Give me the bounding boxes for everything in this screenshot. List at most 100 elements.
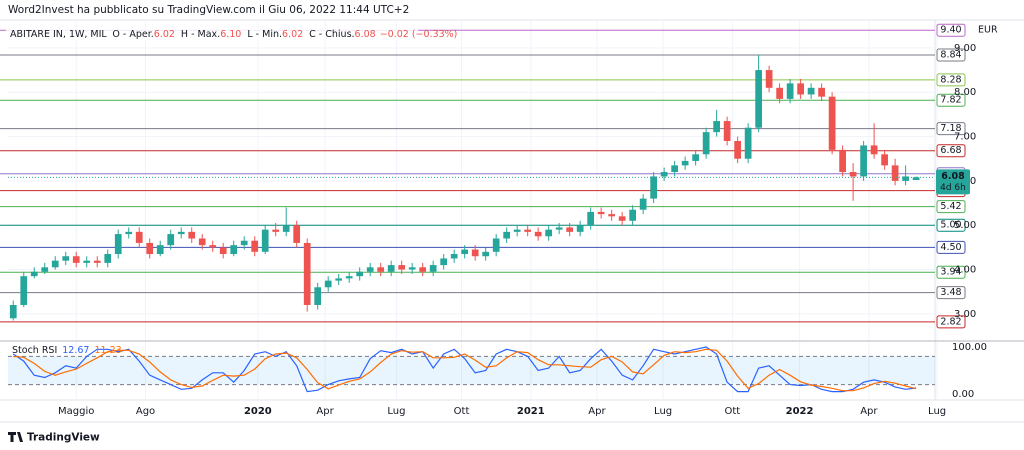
candle-body (471, 249, 479, 257)
candle-body (440, 258, 448, 266)
candle-body (398, 265, 406, 270)
level-label-box (936, 73, 966, 87)
candle-body (765, 70, 773, 88)
x-tick-label: Maggio (58, 406, 94, 417)
last-price: 6.08 (941, 171, 965, 182)
x-tick-label: Lug (654, 406, 672, 417)
candle-body (93, 260, 101, 263)
currency: EUR (978, 25, 998, 36)
candle-body (419, 267, 427, 272)
level-label-box (936, 315, 966, 329)
stoch-tick-label: 100.00 (952, 342, 987, 353)
x-tick-label: Apr (588, 406, 606, 417)
candle-body (261, 229, 269, 252)
ohlc-label: C - Chius. (309, 29, 354, 40)
tv-logo: TradingView (8, 432, 100, 444)
ohlc-value: 6.08 (355, 29, 376, 40)
y-tick-label: 3.00 (954, 309, 976, 320)
level-label-box (936, 48, 966, 62)
level-label: 9.40 (940, 25, 961, 36)
level-label: 3.48 (940, 287, 961, 298)
symbol-legend: ABITARE IN, 1W, MIL O - Aper.6.02 H - Max.… (10, 29, 457, 40)
candle-body (482, 251, 490, 257)
candle-body (776, 87, 783, 99)
level-label: 5.42 (940, 201, 961, 212)
level-label-box (936, 93, 966, 107)
level-label: 5.00 (940, 220, 961, 231)
y-tick-label: 7.00 (954, 132, 976, 143)
candle-body (324, 280, 332, 288)
stoch-line (13, 348, 917, 392)
candle-body (429, 265, 437, 272)
candle-body (755, 70, 762, 128)
level-label: 3.94 (940, 267, 961, 278)
candle-body (293, 225, 301, 243)
ohlc-label: O - Aper. (112, 29, 153, 40)
candle-body (681, 160, 689, 166)
candle-body (723, 121, 731, 141)
candle-body (828, 96, 836, 150)
candle-body (209, 245, 217, 248)
level-label-box (936, 23, 966, 37)
candle-body (566, 227, 574, 232)
y-tick-label: 8.00 (954, 87, 976, 98)
candle-body (167, 234, 175, 246)
countdown: 4d 6h (940, 183, 966, 193)
candle-body (660, 172, 668, 177)
candle-body (807, 87, 815, 95)
candle-body (513, 229, 521, 232)
level-label: 8.28 (940, 74, 961, 85)
x-tick-label: Ott (725, 406, 741, 417)
stoch-value: 11.23 (94, 345, 121, 356)
candle-body (188, 231, 196, 239)
candle-body (702, 132, 710, 155)
candle-body (303, 242, 311, 305)
x-tick-label: Ott (454, 406, 470, 417)
symbol: ABITARE IN, 1W, MIL (10, 29, 107, 40)
candle-body (51, 260, 59, 268)
candle-body (839, 149, 846, 173)
level-label-box (936, 240, 966, 254)
candle-body (576, 225, 584, 232)
candle-body (356, 271, 364, 277)
stoch-pane (8, 346, 935, 393)
candle-body (713, 121, 720, 133)
candle-body (335, 278, 343, 281)
stoch-title: Stoch RSI (12, 345, 57, 356)
candle-body (62, 256, 70, 261)
candle-body (377, 267, 385, 272)
grid (8, 20, 938, 400)
stoch-line (12, 346, 917, 393)
candle-body (72, 256, 80, 263)
x-tick-label: Ago (136, 406, 155, 417)
candle-body (555, 227, 563, 230)
x-tick-label: 2020 (244, 406, 272, 417)
candle-body (870, 145, 878, 155)
candle-body (20, 276, 28, 305)
level-label: 4.50 (940, 242, 961, 253)
candle-body (912, 177, 920, 180)
candle-body (902, 176, 909, 181)
candle-body (41, 267, 49, 272)
level-label: 7.82 (940, 95, 961, 106)
stoch-value: 12.67 (62, 345, 89, 356)
level-label-box (936, 200, 966, 214)
candle-body (114, 234, 122, 255)
candles (8, 54, 935, 321)
candle-body (492, 238, 500, 252)
candle-body (230, 245, 238, 255)
candle-body (618, 216, 626, 221)
candle-body (734, 140, 741, 159)
candle-body (849, 172, 857, 177)
candle-body (450, 254, 458, 259)
level-label-box (936, 144, 966, 158)
candle-body (156, 245, 164, 255)
ohlc-label: L - Min. (247, 29, 282, 40)
candle-body (272, 229, 280, 232)
candle-body (891, 165, 899, 181)
candle-body (83, 260, 91, 263)
x-tick-label: 2021 (517, 406, 545, 417)
candle-body (534, 231, 542, 237)
candle-body (135, 231, 143, 243)
